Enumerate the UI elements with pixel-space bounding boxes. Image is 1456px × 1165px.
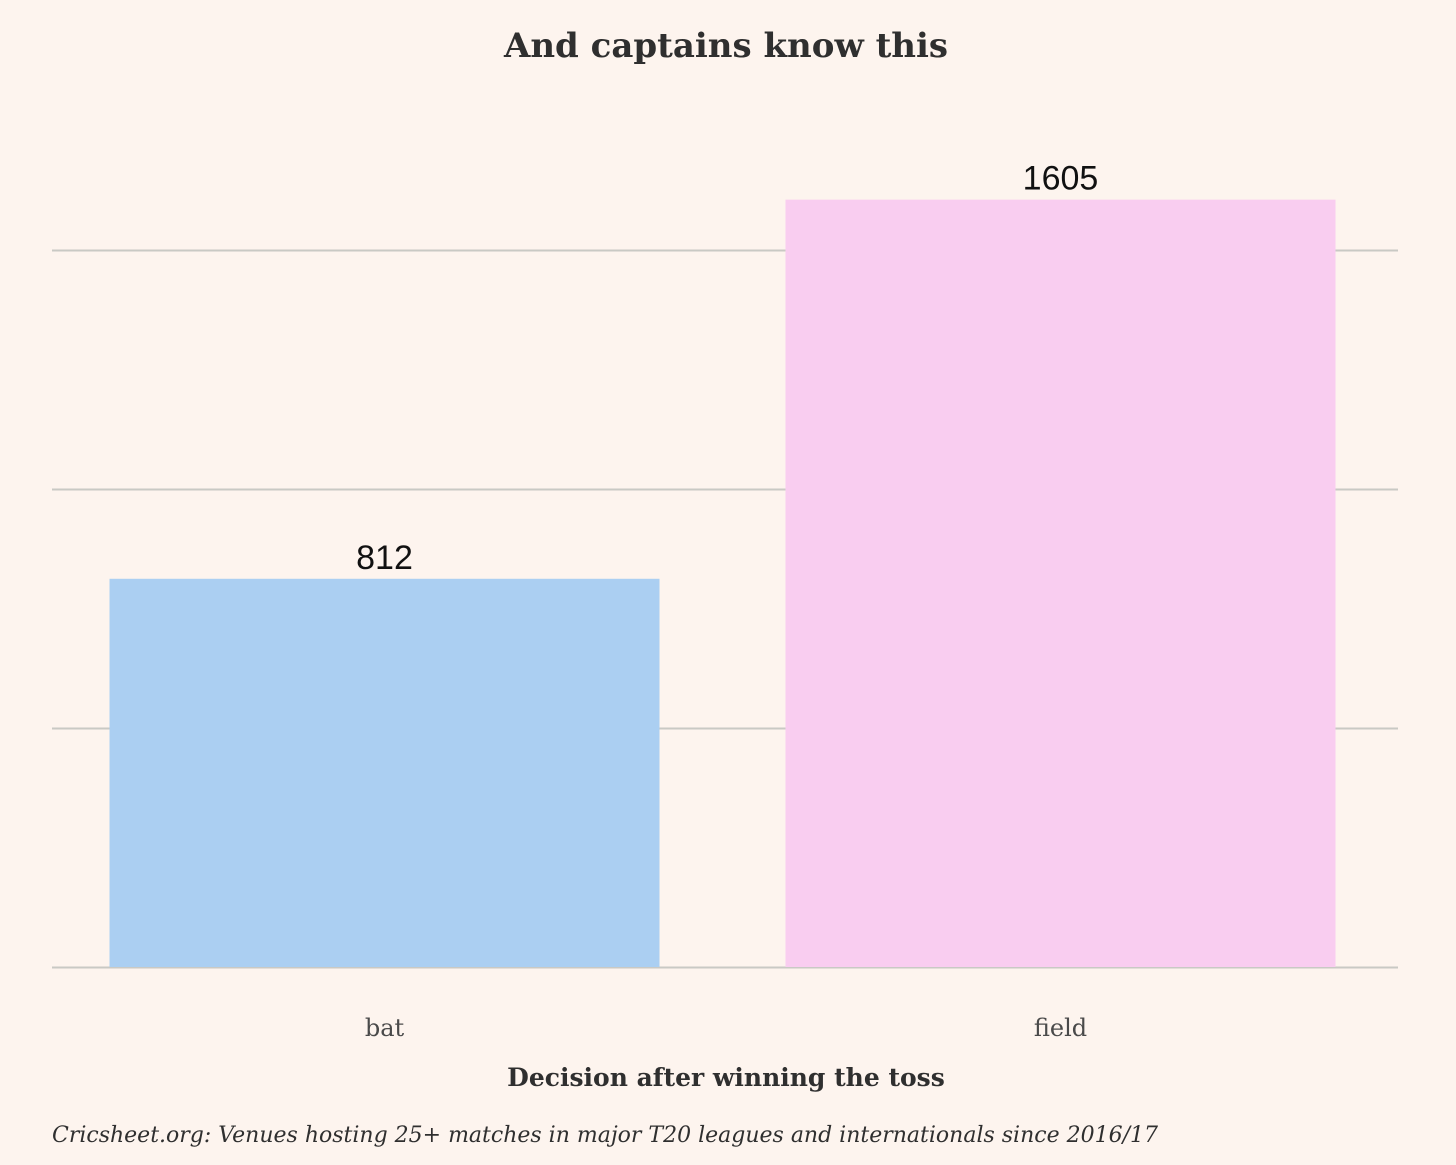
bars: [109, 199, 1336, 967]
bar-field: [785, 199, 1336, 967]
x-axis-title: Decision after winning the toss: [507, 1063, 945, 1092]
x-tick-label-bat: bat: [365, 1014, 405, 1042]
x-tick-label-field: field: [1034, 1014, 1087, 1042]
x-tick-labels: bat field: [365, 1014, 1087, 1042]
data-label-field: 1605: [1023, 160, 1099, 198]
data-label-bat: 812: [356, 539, 413, 577]
chart-title: And captains know this: [503, 26, 948, 66]
chart-caption: Cricsheet.org: Venues hosting 25+ matche…: [52, 1123, 1158, 1148]
data-labels: 812 1605: [356, 160, 1098, 577]
bar-bat: [109, 578, 660, 967]
